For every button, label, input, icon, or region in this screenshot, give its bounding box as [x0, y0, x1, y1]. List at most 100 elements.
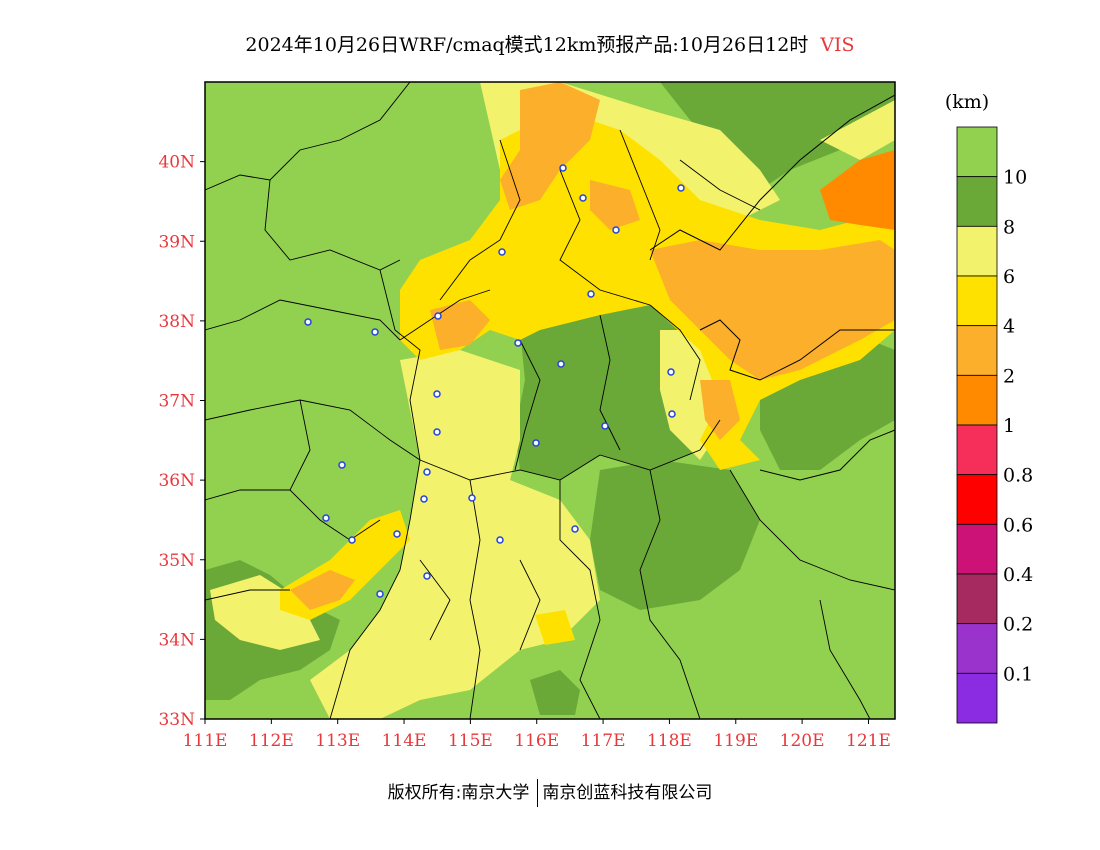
variable-name: VIS	[820, 34, 855, 56]
city-marker	[557, 360, 565, 368]
vis-zone-4-6-patch	[535, 610, 575, 645]
lat-label: 36N	[158, 471, 195, 491]
city-marker	[579, 194, 587, 202]
lon-label: 111E	[183, 731, 228, 751]
city-marker	[433, 428, 441, 436]
city-marker	[433, 390, 441, 398]
copyright-text: 版权所有:南京大学	[387, 783, 530, 803]
lon-label: 114E	[382, 731, 427, 751]
colorbar: 10 8 6 4 2 1 0.8 0.6 0.4 0.2 0.1	[956, 126, 1033, 724]
visibility-field	[205, 82, 895, 719]
city-marker	[376, 590, 384, 598]
coastline	[649, 94, 895, 481]
city-marker	[668, 410, 676, 418]
city-marker	[338, 461, 346, 469]
city-marker	[423, 468, 431, 476]
lat-label: 38N	[158, 312, 195, 332]
city-marker	[601, 422, 609, 430]
vis-zone-2-4-hebei	[430, 300, 490, 350]
colorbar-label: 1	[1003, 415, 1015, 437]
city-marker	[348, 536, 356, 544]
colorbar-segment	[956, 424, 998, 476]
colorbar-segment	[956, 176, 998, 227]
admin-boundaries	[205, 82, 895, 719]
lon-label: 119E	[713, 731, 758, 751]
colorbar-segment	[956, 126, 998, 178]
colorbar-label: 4	[1003, 316, 1015, 338]
lat-label: 37N	[158, 392, 195, 412]
city-marker	[322, 514, 330, 522]
lat-label: 40N	[158, 153, 195, 173]
colorbar-segment	[956, 325, 998, 376]
vis-zone-2-4-east	[700, 380, 740, 440]
city-marker	[559, 164, 567, 172]
vis-zone-2-4-henan	[290, 570, 355, 610]
vis-zone-2-4-north	[500, 82, 600, 210]
city-marker	[612, 226, 620, 234]
colorbar-label: 10	[1003, 167, 1027, 189]
lat-label: 34N	[158, 630, 195, 650]
lat-label: 39N	[158, 232, 195, 252]
colorbar-segment	[956, 474, 998, 525]
lon-label: 117E	[581, 731, 626, 751]
lon-label: 112E	[249, 731, 294, 751]
city-marker	[667, 368, 675, 376]
city-marker	[371, 328, 379, 336]
colorbar-label: 2	[1003, 365, 1015, 387]
longitude-axis: 111E 112E 113E 114E 115E 116E 117E 118E 119E 120E…	[183, 719, 891, 751]
city-marker	[571, 525, 579, 533]
lat-label: 33N	[158, 710, 195, 730]
vis-zone-2-4-tianjin	[590, 180, 640, 230]
colorbar-segment	[956, 623, 998, 674]
city-marker	[393, 530, 401, 538]
vis-zone-1-2-sea	[820, 150, 895, 230]
map-title: 2024年10月26日WRF/cmaq模式12km预报产品:10月26日12时 V…	[0, 30, 1100, 57]
vis-zone-8-10-shandong	[760, 340, 895, 470]
lat-label: 35N	[158, 551, 195, 571]
city-marker	[434, 312, 442, 320]
colorbar-label: 0.6	[1003, 514, 1033, 536]
title-text: 2024年10月26日WRF/cmaq模式12km预报产品:10月26日12时	[245, 34, 809, 56]
footer-separator	[537, 779, 539, 807]
vis-zone-8-10-ne	[660, 82, 895, 190]
colorbar-label: 6	[1003, 266, 1015, 288]
city-marker	[677, 184, 685, 192]
city-marker	[587, 290, 595, 298]
colorbar-segment	[956, 523, 998, 575]
lon-label: 116E	[514, 731, 559, 751]
vis-zone-6-8-west	[210, 575, 320, 650]
city-markers	[304, 164, 685, 598]
colorbar-label: 8	[1003, 216, 1015, 238]
colorbar-segment	[956, 275, 998, 327]
city-marker	[420, 495, 428, 503]
colorbar-segment	[956, 225, 998, 277]
city-marker	[468, 494, 476, 502]
lon-label: 113E	[315, 731, 360, 751]
lon-label: 121E	[846, 731, 891, 751]
city-marker	[423, 572, 431, 580]
colorbar-segment	[956, 573, 998, 625]
vis-zone-8-10-patch2	[530, 670, 580, 715]
colorbar-label: 0.8	[1003, 465, 1033, 487]
city-marker	[498, 248, 506, 256]
colorbar-label: 0.1	[1003, 663, 1033, 685]
lon-label: 115E	[448, 731, 493, 751]
vis-zone-6-8-plain	[310, 350, 600, 719]
colorbar-label: 0.4	[1003, 564, 1033, 586]
vis-zone-2-4-bohai	[650, 240, 895, 380]
latitude-axis: 40N 39N 38N 37N 36N 35N 34N 33N	[158, 153, 205, 730]
colorbar-segment	[956, 374, 998, 426]
colorbar-segment	[956, 672, 998, 724]
lon-label: 118E	[647, 731, 692, 751]
company-text: 南京创蓝科技有限公司	[542, 783, 713, 803]
lon-label: 120E	[780, 731, 825, 751]
vis-zone-6-8-ne	[820, 100, 895, 160]
city-marker	[496, 536, 504, 544]
colorbar-label: 0.2	[1003, 614, 1033, 636]
city-marker	[304, 318, 312, 326]
city-marker	[532, 439, 540, 447]
colorbar-unit: (km)	[945, 91, 989, 113]
vis-zone-8-10-south	[590, 460, 760, 610]
city-marker	[514, 339, 522, 347]
